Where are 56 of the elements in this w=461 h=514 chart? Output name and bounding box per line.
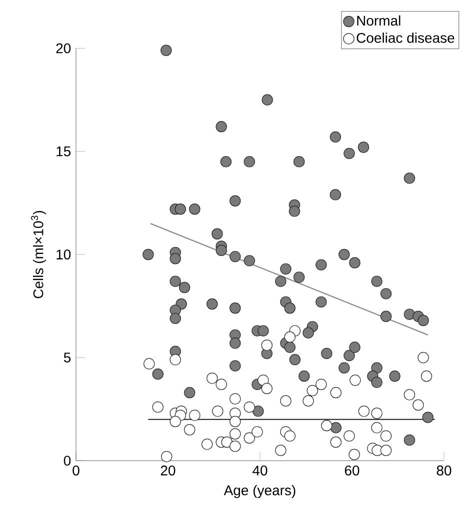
- point: [230, 440, 241, 452]
- x-tick-label: 20: [160, 466, 176, 476]
- point: [152, 401, 164, 413]
- point: [201, 438, 213, 450]
- point: [302, 395, 314, 406]
- point: [348, 448, 360, 460]
- y-tick-label: 20: [56, 43, 71, 54]
- point: [280, 395, 292, 406]
- point: [170, 354, 181, 366]
- point: [261, 382, 272, 394]
- point: [230, 416, 241, 428]
- point: [189, 410, 200, 421]
- point: [230, 428, 241, 440]
- y-tick-label: 0: [64, 456, 71, 466]
- x-tick-label: 40: [252, 466, 268, 476]
- x-tick-label: 0: [72, 466, 80, 476]
- point: [306, 384, 318, 396]
- x-tick-label: 80: [436, 466, 452, 476]
- y-tick-label: 10: [56, 250, 71, 260]
- point: [344, 430, 355, 442]
- y-tick-label: 15: [56, 146, 71, 156]
- point: [371, 422, 382, 434]
- y-axis-title: Cells (ml×10$^{3}$): [31, 210, 46, 298]
- point: [371, 408, 382, 419]
- point: [212, 406, 224, 417]
- point: [412, 399, 424, 411]
- point: [380, 430, 392, 442]
- x-axis-title: Age (years): [224, 485, 296, 498]
- point: [244, 432, 256, 444]
- point: [404, 389, 416, 400]
- point: [380, 444, 392, 456]
- point: [170, 416, 181, 428]
- point: [161, 450, 172, 462]
- point: [420, 370, 432, 382]
- point: [350, 374, 361, 386]
- legend-label: Normal: [357, 15, 400, 26]
- x-tick-label: 60: [344, 466, 360, 476]
- point: [284, 331, 296, 343]
- point: [358, 406, 370, 417]
- point: [316, 378, 327, 390]
- y-tick-label: 5: [64, 352, 71, 362]
- point: [221, 436, 232, 448]
- point: [206, 372, 218, 384]
- point: [284, 430, 296, 442]
- point: [216, 378, 227, 390]
- legend-label: Coeliac disease: [356, 32, 454, 43]
- point: [144, 358, 155, 370]
- point: [252, 426, 263, 438]
- point: [321, 420, 332, 432]
- point: [418, 352, 429, 364]
- point: [184, 424, 196, 436]
- point: [275, 444, 286, 456]
- point: [330, 436, 342, 448]
- point: [244, 401, 256, 413]
- point: [330, 387, 342, 398]
- point: [230, 393, 241, 404]
